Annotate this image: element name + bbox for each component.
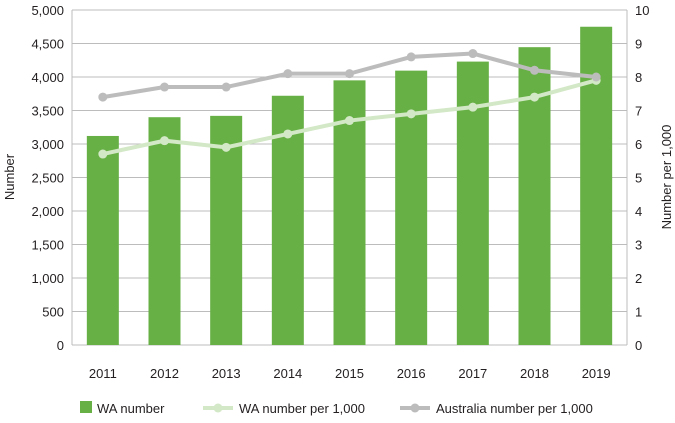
legend: WA number WA number per 1,000 Australia nu…: [80, 401, 593, 416]
point-2018: [530, 65, 539, 75]
y2-tick-label: 10: [635, 3, 649, 18]
bar-2013: [210, 115, 243, 345]
y-tick-label: 2,500: [31, 171, 64, 186]
y-axis-right: 0 1 2 3 4 5 6 7 8 9 10: [635, 3, 649, 353]
x-tick-label: 2017: [458, 366, 487, 381]
y-tick-label: 2,000: [31, 204, 64, 219]
y-tick-label: 1,000: [31, 271, 64, 286]
point-2011: [98, 92, 108, 102]
y-tick-label: 500: [42, 305, 64, 320]
x-tick-label: 2015: [335, 366, 364, 381]
point-2017: [468, 102, 478, 112]
x-tick-label: 2018: [520, 366, 549, 381]
legend-label: WA number: [97, 401, 165, 416]
point-2014: [283, 129, 293, 139]
y-tick-label: 5,000: [31, 3, 64, 18]
y2-tick-label: 5: [635, 171, 642, 186]
x-tick-label: 2016: [397, 366, 426, 381]
bar-2012: [148, 117, 181, 345]
y-axis-left: 0 500 1,000 1,500 2,000 2,500 3,000 3,500 4,000 4…: [31, 3, 64, 353]
y-tick-label: 4,000: [31, 70, 64, 85]
point-2016: [406, 52, 416, 62]
y2-tick-label: 2: [635, 271, 642, 286]
x-tick-label: 2014: [273, 366, 302, 381]
y-tick-label: 0: [57, 338, 64, 353]
bar-2011: [86, 135, 119, 345]
point-2014: [283, 69, 293, 79]
point-2015: [345, 116, 354, 126]
point-2017: [468, 49, 478, 59]
point-2013: [221, 82, 231, 92]
point-2011: [98, 149, 108, 159]
x-tick-label: 2019: [582, 366, 611, 381]
point-2012: [160, 136, 169, 146]
legend-label: WA number per 1,000: [239, 401, 365, 416]
y-axis-label: Number: [2, 153, 17, 200]
y2-tick-label: 4: [635, 204, 642, 219]
legend-swatch-marker: [213, 403, 223, 413]
bars: [86, 26, 613, 346]
x-tick-label: 2011: [89, 366, 117, 381]
point-2016: [406, 109, 416, 119]
point-2012: [160, 82, 169, 92]
x-tick-label: 2013: [212, 366, 241, 381]
bar-2018: [518, 47, 551, 346]
point-2013: [221, 142, 231, 152]
legend-swatch-marker: [410, 403, 420, 413]
legend-label: Australia number per 1,000: [436, 401, 593, 416]
y2-tick-label: 3: [635, 238, 642, 253]
lines: [98, 49, 601, 159]
y2-axis-label: Number per 1,000: [659, 125, 674, 230]
y2-tick-label: 8: [635, 70, 642, 85]
point-2015: [345, 69, 354, 79]
x-axis: 2011 2012 2013 2014 2015 2016 2017 2018 2019: [89, 366, 611, 381]
y-tick-label: 4,500: [31, 37, 64, 52]
y2-tick-label: 0: [635, 338, 642, 353]
y2-tick-label: 9: [635, 37, 642, 52]
y-tick-label: 3,000: [31, 137, 64, 152]
y2-tick-label: 1: [635, 305, 642, 320]
point-2019: [591, 72, 601, 82]
point-2018: [530, 92, 539, 102]
y2-tick-label: 6: [635, 137, 642, 152]
x-tick-label: 2012: [150, 366, 179, 381]
y-tick-label: 1,500: [31, 238, 64, 253]
y-tick-label: 3,500: [31, 104, 64, 119]
y2-tick-label: 7: [635, 104, 642, 119]
legend-swatch-bar: [80, 401, 92, 413]
